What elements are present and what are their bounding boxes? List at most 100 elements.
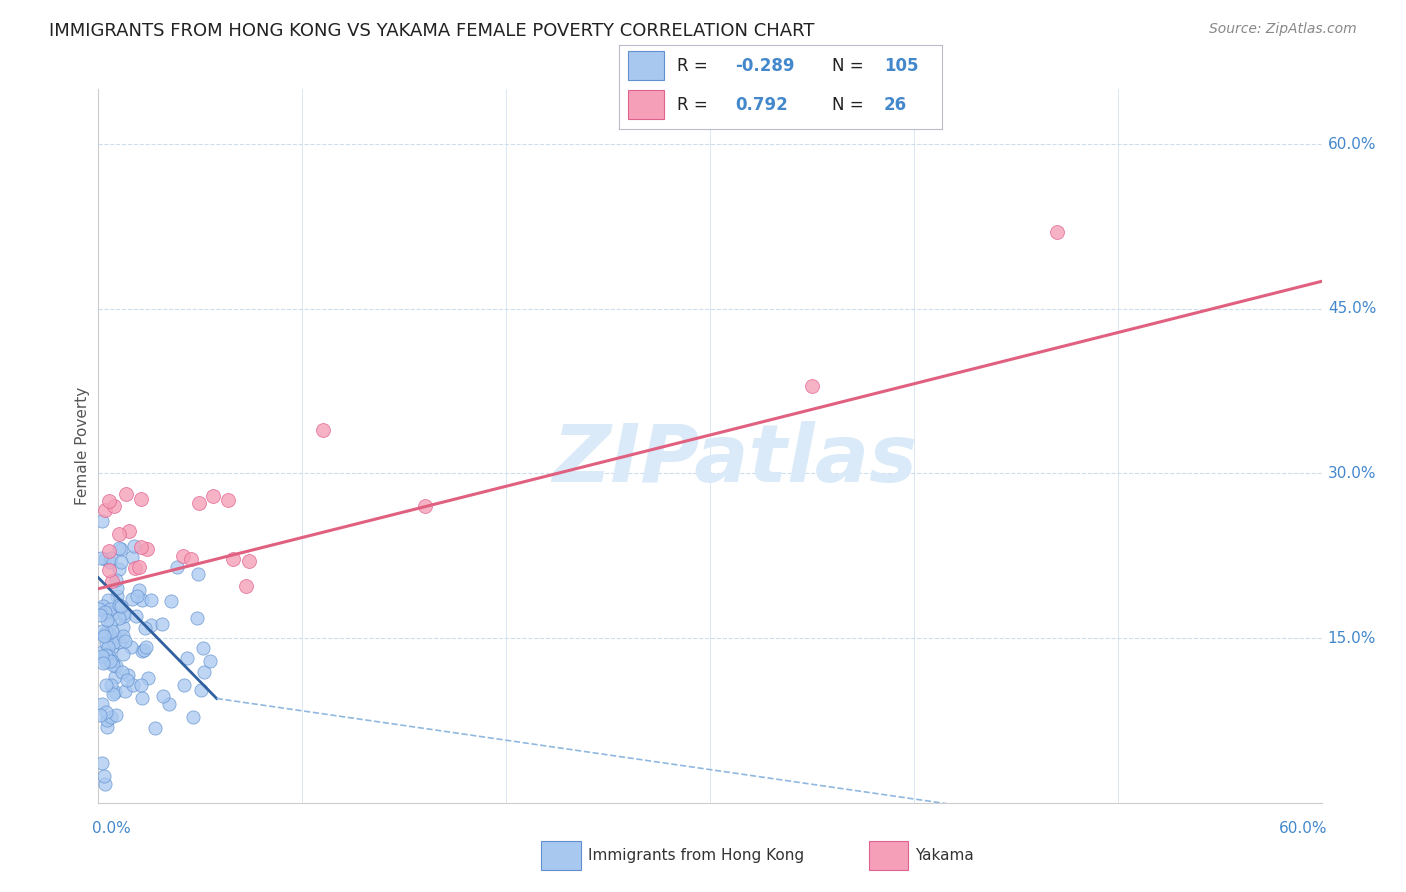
Text: 15.0%: 15.0% (1327, 631, 1376, 646)
Point (94, 655, 117, 669)
Point (134, 621, 156, 635)
Point (152, 689, 174, 703)
Point (94, 605, 117, 619)
Point (121, 592, 143, 607)
Point (173, 678, 195, 692)
Text: 60.0%: 60.0% (1279, 821, 1327, 836)
Point (101, 640, 124, 654)
Point (91, 656, 114, 670)
Point (129, 492, 152, 507)
Point (191, 641, 214, 656)
Point (93, 628, 115, 642)
Point (125, 608, 148, 623)
Point (180, 551, 202, 566)
Point (136, 542, 159, 557)
Point (98, 601, 121, 615)
Point (91, 697, 114, 711)
Point (131, 691, 153, 706)
Point (104, 631, 127, 645)
Point (97, 605, 120, 619)
Point (120, 640, 142, 655)
Point (125, 589, 148, 603)
Point (100, 654, 122, 668)
Point (112, 629, 135, 643)
Text: R =: R = (676, 57, 713, 75)
Text: 105: 105 (884, 57, 918, 75)
Point (193, 665, 215, 679)
Point (115, 486, 138, 500)
Point (105, 590, 128, 604)
Point (114, 684, 136, 698)
Point (90, 550, 112, 565)
Point (110, 555, 132, 569)
Point (141, 593, 163, 607)
Point (190, 682, 212, 697)
Text: 0.0%: 0.0% (93, 821, 131, 836)
Point (108, 526, 131, 541)
Bar (628, 90, 664, 120)
Point (96, 648, 118, 663)
Point (96, 705, 118, 719)
Point (93, 769, 115, 783)
Point (100, 555, 122, 569)
Point (104, 684, 127, 698)
Point (105, 582, 128, 596)
Point (93, 629, 115, 643)
Point (235, 579, 257, 593)
Point (150, 616, 173, 631)
Point (187, 566, 209, 581)
Point (90, 644, 112, 658)
Point (89, 708, 111, 723)
Point (101, 687, 124, 701)
Point (112, 609, 135, 624)
Point (108, 561, 131, 575)
Point (98, 626, 121, 640)
Point (87, 601, 110, 615)
Point (141, 618, 163, 632)
Text: 60.0%: 60.0% (1327, 136, 1376, 152)
Point (103, 635, 125, 649)
Point (108, 635, 131, 649)
Point (413, 500, 436, 514)
Point (91, 648, 114, 663)
Point (188, 496, 211, 510)
Point (97, 592, 120, 607)
Point (100, 551, 122, 566)
Point (128, 559, 150, 574)
Point (93, 551, 115, 566)
Point (94, 777, 117, 791)
Point (111, 620, 134, 634)
Bar (628, 52, 664, 80)
Point (122, 678, 145, 692)
Point (159, 594, 181, 608)
Point (136, 671, 159, 685)
Point (801, 378, 824, 392)
Text: IMMIGRANTS FROM HONG KONG VS YAKAMA FEMALE POVERTY CORRELATION CHART: IMMIGRANTS FROM HONG KONG VS YAKAMA FEMA… (49, 22, 814, 40)
Point (124, 561, 146, 575)
Point (111, 665, 134, 680)
Point (100, 710, 122, 724)
Point (1045, 225, 1069, 239)
Point (90, 756, 112, 771)
Point (97, 640, 120, 655)
Point (91, 599, 114, 613)
Point (108, 598, 131, 612)
Point (100, 624, 122, 638)
Point (91, 624, 114, 638)
Point (90, 514, 112, 528)
Text: N =: N = (832, 57, 869, 75)
Point (101, 607, 124, 621)
Text: Yakama: Yakama (915, 848, 974, 863)
Point (135, 640, 157, 654)
Point (103, 499, 125, 513)
Point (166, 560, 188, 574)
Point (118, 524, 141, 539)
Point (104, 659, 127, 673)
Point (107, 611, 129, 625)
Text: ZIPatlas: ZIPatlas (553, 421, 917, 500)
Point (105, 574, 128, 588)
Point (94, 624, 117, 639)
Point (108, 541, 131, 555)
Point (98, 648, 121, 663)
Point (217, 492, 239, 507)
